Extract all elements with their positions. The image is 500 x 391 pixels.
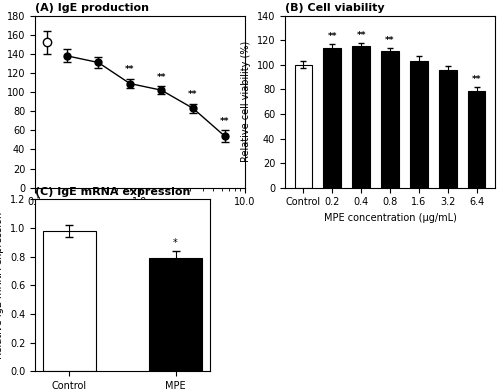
Y-axis label: Relative IgE mRNA expression: Relative IgE mRNA expression [0,212,4,359]
Y-axis label: IgE concentration (ng/mL): IgE concentration (ng/mL) [0,38,1,165]
Bar [149,258,202,371]
Bar [410,61,428,188]
Text: **: ** [125,65,134,74]
Bar [294,65,312,188]
Text: **: ** [328,32,337,41]
Text: (B) Cell viability: (B) Cell viability [285,4,384,13]
Bar [439,70,456,188]
Bar [352,47,370,188]
Text: **: ** [385,36,395,45]
Bar [43,231,96,371]
Bar [468,91,485,188]
Text: **: ** [356,31,366,40]
Text: **: ** [156,73,166,82]
Text: **: ** [472,75,482,84]
Text: (A) IgE production: (A) IgE production [35,4,149,13]
X-axis label: MPE concentration (μg/mL): MPE concentration (μg/mL) [324,213,456,223]
Text: **: ** [220,117,230,126]
X-axis label: MPE concentration (μg/mL): MPE concentration (μg/mL) [74,213,206,223]
Bar [324,48,341,188]
Text: **: ** [188,90,198,99]
Text: *: * [173,238,178,248]
Y-axis label: Relative cell viability (%): Relative cell viability (%) [241,41,251,162]
Text: (C) IgE mRNA expression: (C) IgE mRNA expression [35,187,190,197]
Bar [382,51,398,188]
